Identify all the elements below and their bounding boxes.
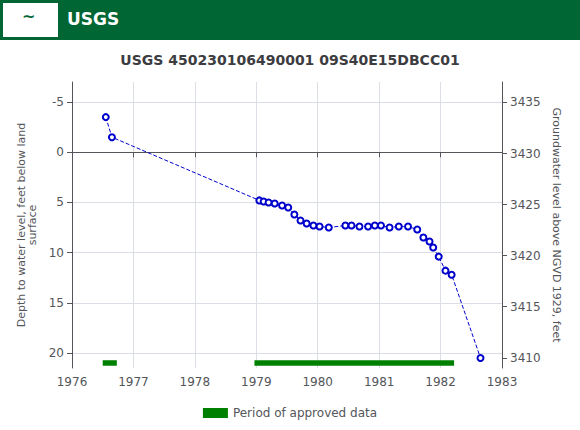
svg-text:3425: 3425 [510,198,541,212]
svg-text:3435: 3435 [510,95,541,109]
svg-text:15: 15 [49,296,64,310]
svg-text:1983: 1983 [487,375,518,389]
svg-text:1979: 1979 [241,375,272,389]
svg-text:1981: 1981 [364,375,395,389]
svg-text:3410: 3410 [510,351,541,365]
svg-text:Groundwater level above NGVD 1: Groundwater level above NGVD 1929, feet [550,107,563,343]
svg-text:1978: 1978 [180,375,211,389]
svg-text:-5: -5 [52,95,64,109]
svg-text:1982: 1982 [425,375,456,389]
svg-text:surface: surface [26,204,39,245]
svg-text:Depth to water level, feet bel: Depth to water level, feet below land [14,122,28,328]
svg-text:10: 10 [49,246,64,260]
svg-text:0: 0 [56,145,64,159]
svg-text:~: ~ [22,7,35,26]
svg-text:3420: 3420 [510,249,541,263]
svg-text:1976: 1976 [57,375,88,389]
svg-text:1977: 1977 [118,375,149,389]
svg-text:1980: 1980 [302,375,333,389]
svg-text:20: 20 [49,346,64,360]
svg-text:Period of approved data: Period of approved data [233,406,377,420]
svg-text:3430: 3430 [510,147,541,161]
svg-text:USGS 450230106490001 09S40E15D: USGS 450230106490001 09S40E15DBCC01 [120,52,459,68]
svg-text:3415: 3415 [510,300,541,314]
svg-text:5: 5 [56,195,64,209]
svg-text:USGS: USGS [67,9,119,29]
